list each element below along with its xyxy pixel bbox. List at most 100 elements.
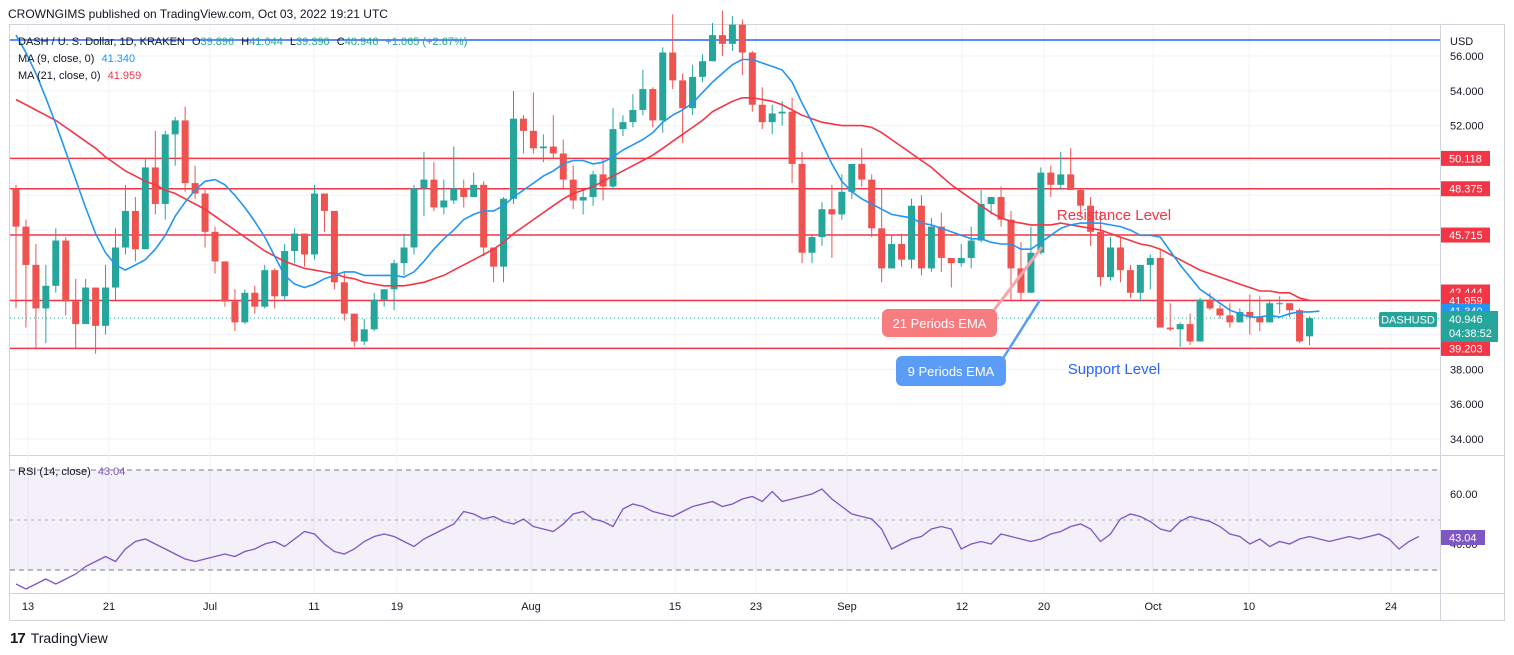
time-tick: 23: [750, 601, 762, 613]
legend-low-value: 39.390: [296, 36, 330, 48]
candle-body: [818, 209, 826, 238]
candle-body: [848, 163, 856, 192]
legend-low-label: L: [290, 36, 296, 48]
price-tick: 56.000: [1450, 51, 1484, 63]
countdown: 04:38:52: [1449, 328, 1492, 340]
candle-body: [12, 188, 20, 227]
candle-body: [291, 233, 299, 251]
time-tick: 11: [308, 601, 319, 613]
candle-body: [281, 250, 289, 297]
candle-body: [22, 226, 30, 265]
tradingview-wordmark: TradingView: [30, 630, 108, 646]
candlesticks: [12, 10, 1313, 354]
currency-label: USD: [1450, 36, 1473, 48]
time-tick: Aug: [521, 601, 541, 613]
legend-ma21-label: MA (21, close, 0): [18, 70, 101, 82]
ma9-line: [15, 34, 1320, 318]
candle-body: [440, 200, 448, 208]
ema9-callout-box: [896, 356, 1006, 386]
candle-body: [82, 287, 90, 325]
candle-body: [181, 120, 189, 184]
candle-body: [500, 198, 508, 267]
candle-body: [1027, 252, 1035, 293]
candle-body: [102, 287, 110, 326]
legend-open-value: 39.896: [201, 36, 235, 48]
time-tick: Oct: [1144, 601, 1161, 613]
candle-body: [649, 89, 657, 121]
candle-body: [908, 205, 915, 260]
candle-body: [42, 285, 50, 309]
level-tag-box: [1441, 340, 1490, 356]
candle-body: [360, 329, 368, 342]
horizontal-levels: [10, 157, 1440, 350]
candle-body: [718, 35, 726, 44]
candle-body: [430, 179, 438, 208]
candle-body: [1146, 257, 1154, 265]
candle-body: [957, 257, 965, 264]
candle-body: [1097, 231, 1105, 278]
candle-body: [1067, 174, 1075, 191]
candle-body: [1296, 310, 1304, 342]
symbol-tag-box: [1379, 312, 1437, 327]
candle-body: [669, 52, 677, 81]
candle-body: [370, 299, 378, 330]
candle-body: [161, 134, 169, 204]
legend-close-label: C: [337, 36, 345, 48]
candle-body: [112, 247, 119, 288]
candle-body: [211, 231, 219, 262]
rsi-tick-60: 60.00: [1450, 489, 1478, 501]
legend-ohlc: DASH / U. S. Dollar, 1D, KRAKEN O39.896 …: [18, 36, 467, 48]
ema21-callout-box: [882, 309, 997, 337]
tradingview-logo-icon: 17: [10, 629, 26, 647]
legend-symbol: DASH / U. S. Dollar, 1D, KRAKEN: [18, 36, 185, 48]
candle-body: [828, 209, 836, 215]
candle-body: [320, 193, 328, 211]
level-tag: 45.715: [1449, 230, 1483, 242]
candle-body: [1166, 327, 1174, 330]
time-tick: 13: [22, 601, 34, 613]
candle-body: [937, 226, 945, 258]
candle-body: [350, 313, 358, 342]
candle-body: [460, 188, 468, 198]
candle-body: [52, 240, 60, 286]
tradingview-logo[interactable]: 17 TradingView: [10, 628, 108, 648]
legend: DASH / U. S. Dollar, 1D, KRAKEN O39.896 …: [18, 36, 467, 478]
candle-body: [420, 179, 428, 189]
chart-frame: [9, 24, 1505, 621]
candle-body: [72, 301, 80, 325]
legend-ma9: MA (9, close, 0) 41.340: [18, 53, 135, 65]
candle-body: [1116, 247, 1124, 271]
legend-high-label: H: [241, 36, 249, 48]
legend-ma9-value: 41.340: [101, 53, 135, 65]
candle-body: [1276, 303, 1284, 305]
candle-body: [231, 301, 239, 323]
candle-body: [927, 226, 935, 269]
time-axis: 13 21 Jul 11 19 Aug 15 23 Sep 12 20 Oct 10 24: [22, 601, 1397, 613]
candle-body: [738, 24, 746, 53]
candle-body: [778, 111, 786, 114]
candle-body: [1206, 299, 1214, 309]
candle-body: [1176, 324, 1184, 330]
candle-body: [311, 193, 318, 255]
candle-body: [1236, 311, 1244, 323]
candle-body: [390, 263, 398, 290]
candle-body: [888, 244, 896, 269]
legend-change: +1.065 (+2.67%): [385, 36, 467, 48]
candle-body: [32, 264, 40, 309]
candle-body: [1306, 318, 1313, 337]
candle-body: [629, 109, 637, 123]
candle-body: [131, 210, 139, 250]
candle-body: [549, 146, 557, 154]
candle-body: [917, 205, 925, 269]
candle-body: [1107, 247, 1114, 278]
candle-body: [878, 228, 886, 269]
candle-body: [579, 197, 587, 201]
level-tag-box: [1441, 150, 1490, 166]
candle-body: [380, 289, 388, 300]
candle-body: [967, 240, 975, 258]
candle-body: [728, 24, 736, 44]
level-tag: 48.375: [1449, 184, 1483, 196]
time-tick: 15: [669, 601, 681, 613]
candle-body: [490, 247, 498, 267]
